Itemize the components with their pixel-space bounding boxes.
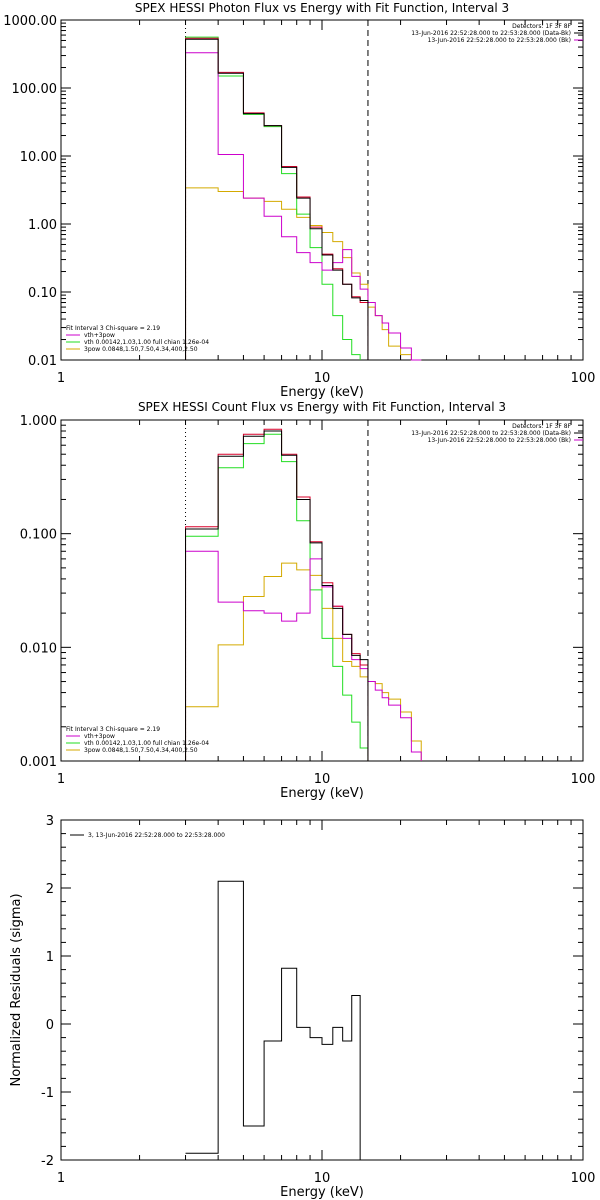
series-line-3-13-jun-2016-22-52-28-000-to-22-53-28-000	[185, 880, 368, 1161]
legend-bottom-left-item: vth 0.00142,1.03,1.00 full chian 1.26e-0…	[84, 740, 209, 747]
y-tick-label: 0.01	[28, 354, 57, 369]
x-tick-label: 100	[571, 772, 596, 787]
series-line-bk	[185, 37, 369, 360]
x-tick-label: 100	[571, 371, 596, 386]
x-axis-label: Energy (keV)	[280, 786, 364, 801]
y-tick-label: 0.010	[20, 641, 57, 656]
legend-top-right-item: 13-Jun-2016 22:52:28.000 to 22:53:28.000…	[428, 437, 571, 444]
x-tick-label: 1	[57, 1171, 65, 1186]
x-tick-label: 10	[314, 371, 331, 386]
plot-frame	[60, 819, 584, 1161]
y-tick-label: 1000.00	[3, 14, 57, 29]
y-tick-label: 0.10	[28, 286, 57, 301]
y-tick-label: 0.001	[20, 755, 57, 770]
legend-bottom-left-item: 3pow 0.0848,1.50,7.50,4.34,400,2.50	[84, 346, 198, 353]
x-tick-label: 100	[571, 1171, 596, 1186]
y-tick-label: 0	[46, 1018, 54, 1033]
y-tick-label: 1	[46, 950, 54, 965]
chart-title: SPEX HESSI Count Flux vs Energy with Fit…	[138, 400, 506, 414]
x-tick-label: 10	[314, 772, 331, 787]
y-tick-label: 0.100	[20, 528, 57, 543]
y-tick-label: -2	[41, 1154, 54, 1169]
series-line-bk	[185, 428, 369, 761]
legend-bottom-left-item: Fit Interval 3 Chi-square = 2.19	[66, 325, 160, 332]
legend-top-right-item: 13-Jun-2016 22:52:28.000 to 22:53:28.000…	[411, 430, 571, 437]
y-tick-label: 3	[46, 814, 54, 829]
residuals-panel: 1 10 100 -2 -1 0 1 2 3 Energy (keV) Normalized Res…	[9, 814, 595, 1200]
series-line-vth-3pow	[185, 52, 422, 361]
y-tick-label: 1.00	[28, 218, 57, 233]
plot-frame	[60, 19, 584, 361]
y-tick-label: -1	[41, 1086, 54, 1101]
legend-bottom-left-item: vth+3pow	[84, 332, 115, 339]
y-axis-label: Normalized Residuals (sigma)	[9, 893, 24, 1086]
x-tick-label: 1	[57, 772, 65, 787]
y-tick-label: 10.00	[20, 150, 57, 165]
legend-top-right-item: 13-Jun-2016 22:52:28.000 to 22:53:28.000…	[411, 30, 571, 37]
legend-bottom-left-item: vth+3pow	[84, 733, 115, 740]
legend-top-left-item: 3, 13-Jun-2016 22:52:28.000 to 22:53:28.…	[88, 832, 225, 839]
photon-flux-panel: SPEX HESSI Photon Flux vs Energy with Fi…	[3, 1, 595, 400]
series-line-vth	[185, 36, 361, 360]
legend-bottom-left-item: 3pow 0.0848,1.50,7.50,4.34,400,2.50	[84, 747, 198, 754]
legend-bottom-left-item: vth 0.00142,1.03,1.00 full chian 1.26e-0…	[84, 339, 209, 346]
y-tick-label: 2	[46, 882, 54, 897]
legend-top-right-item: Detectors: 1F 3F 8F	[512, 423, 571, 430]
series-line-data-bk	[185, 430, 369, 761]
x-axis-label: Energy (keV)	[280, 385, 364, 400]
series-line-3pow	[185, 562, 422, 761]
x-tick-label: 10	[314, 1171, 331, 1186]
chart-title: SPEX HESSI Photon Flux vs Energy with Fi…	[135, 1, 509, 15]
y-tick-label: 100.00	[12, 82, 58, 97]
series-line-data-bk	[185, 38, 369, 360]
legend-top-right-item: 13-Jun-2016 22:52:28.000 to 22:53:28.000…	[428, 37, 571, 44]
x-axis-label: Energy (keV)	[280, 1185, 364, 1200]
x-tick-label: 1	[57, 371, 65, 386]
series-line-vth-3pow	[185, 550, 422, 761]
legend-top-right-item: Detectors: 1F 3F 8F	[512, 23, 571, 30]
legend-bottom-left-item: Fit Interval 3 Chi-square = 2.19	[66, 726, 160, 733]
count-flux-panel: SPEX HESSI Count Flux vs Energy with Fit…	[20, 400, 596, 801]
series-line-vth	[185, 433, 369, 761]
y-tick-label: 1.000	[20, 414, 57, 429]
